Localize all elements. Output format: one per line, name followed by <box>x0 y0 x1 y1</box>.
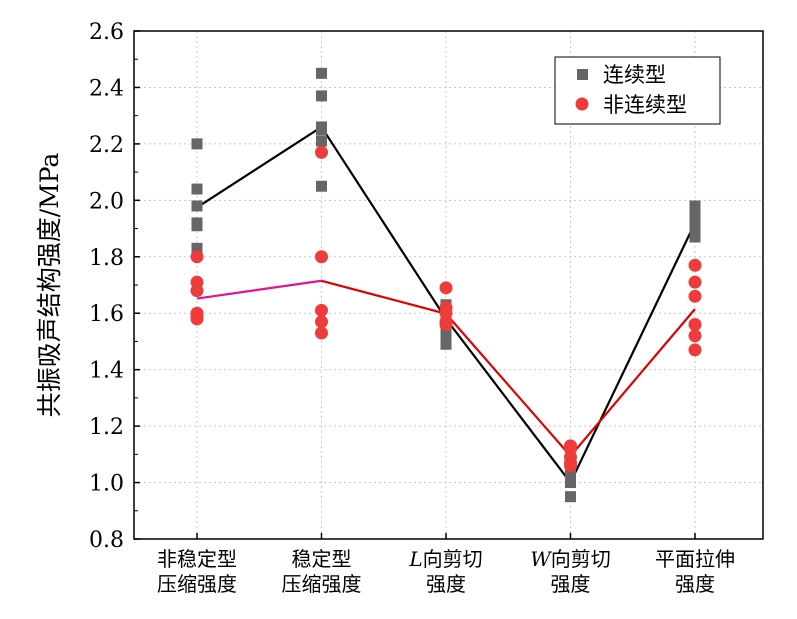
continuous-data-point <box>316 135 327 147</box>
discontinuous-data-point <box>688 329 702 343</box>
series-0-mean-segment <box>569 222 696 484</box>
continuous-data-point <box>689 223 701 235</box>
x-category-label: W向剪切 <box>530 547 611 571</box>
x-category-label: 强度 <box>426 572 466 596</box>
y-tick-label: 1.2 <box>89 415 124 440</box>
x-category-label: 强度 <box>675 572 715 596</box>
y-tick-label: 2.6 <box>89 20 124 45</box>
series-1-mean-segment <box>445 313 572 457</box>
discontinuous-data-point <box>190 312 204 326</box>
y-tick-label: 2.2 <box>89 133 124 158</box>
continuous-data-point <box>191 183 203 195</box>
x-category-label: 非稳定型 <box>157 547 237 571</box>
series-points <box>190 67 702 503</box>
discontinuous-data-point <box>439 318 453 332</box>
continuous-data-point <box>191 242 203 254</box>
series-1-mean-segment <box>196 279 322 300</box>
x-category-label: L向剪切 <box>408 547 482 571</box>
legend-box <box>554 56 721 125</box>
y-tick-label: 2.0 <box>89 189 124 214</box>
x-category-label: 稳定型 <box>292 547 352 571</box>
continuous-data-point <box>440 338 452 350</box>
continuous-data-point <box>689 231 701 243</box>
series-1-mean-segment <box>569 308 696 457</box>
x-category-text: 向剪切 <box>423 547 483 571</box>
continuous-data-point <box>316 180 327 192</box>
discontinuous-data-point <box>688 258 702 272</box>
discontinuous-data-point <box>564 459 577 473</box>
legend-label-discontinuous: 非连续型 <box>603 93 687 117</box>
series-0-mean-segment <box>320 126 447 320</box>
y-tick-label: 0.8 <box>89 528 124 553</box>
series-0-mean-segment <box>445 318 572 484</box>
continuous-data-point <box>689 200 701 212</box>
series-1-mean-segment <box>321 279 447 315</box>
continuous-data-point <box>689 214 701 226</box>
continuous-data-point <box>316 67 327 79</box>
discontinuous-data-point <box>190 284 204 298</box>
continuous-data-point <box>689 206 701 218</box>
discontinuous-data-point <box>688 318 702 332</box>
discontinuous-data-point <box>439 281 453 295</box>
discontinuous-data-point <box>315 315 328 329</box>
continuous-data-point <box>565 468 576 480</box>
discontinuous-data-point <box>315 145 328 159</box>
y-axis-ticks: 0.8 1.0 1.2 1.4 1.6 1.8 2.0 2.2 2.4 2.6 <box>89 20 140 553</box>
y-tick-label: 1.8 <box>89 246 124 271</box>
y-axis-title: 共振吸声结构强度/MPa <box>35 153 64 418</box>
discontinuous-data-point <box>688 343 702 357</box>
legend: 连续型 非连续型 <box>554 56 721 125</box>
continuous-data-point <box>191 200 203 212</box>
y-tick-label: 2.4 <box>89 76 124 101</box>
legend-marker-discontinuous <box>575 97 589 111</box>
discontinuous-data-point <box>315 250 328 264</box>
y-tick-label: 1.0 <box>89 472 124 497</box>
x-category-label: 压缩强度 <box>157 572 237 596</box>
continuous-data-point <box>565 491 576 503</box>
x-category-label: 平面拉伸 <box>655 547 735 571</box>
discontinuous-data-point <box>190 250 204 264</box>
continuous-data-point <box>191 220 203 232</box>
continuous-data-point <box>440 330 452 342</box>
y-tick-label: 1.6 <box>89 302 124 327</box>
x-category-label: 强度 <box>551 572 591 596</box>
legend-label-continuous: 连续型 <box>603 63 666 87</box>
y-tick-label: 1.4 <box>89 359 124 384</box>
x-category-italic-prefix: W <box>530 547 552 571</box>
x-category-italic-prefix: L <box>408 547 422 571</box>
x-category-label: 压缩强度 <box>282 572 362 596</box>
series-lines <box>196 126 696 484</box>
discontinuous-data-point <box>315 326 328 340</box>
legend-marker-continuous <box>577 69 588 80</box>
continuous-data-point <box>316 90 327 102</box>
discontinuous-data-point <box>315 303 328 317</box>
continuous-data-point <box>316 124 327 136</box>
x-category-text: 向剪切 <box>551 547 611 571</box>
discontinuous-data-point <box>688 275 702 289</box>
discontinuous-data-point <box>688 289 702 303</box>
continuous-data-point <box>191 138 203 150</box>
series-0-mean-segment <box>196 126 323 209</box>
continuous-data-point <box>565 477 576 489</box>
